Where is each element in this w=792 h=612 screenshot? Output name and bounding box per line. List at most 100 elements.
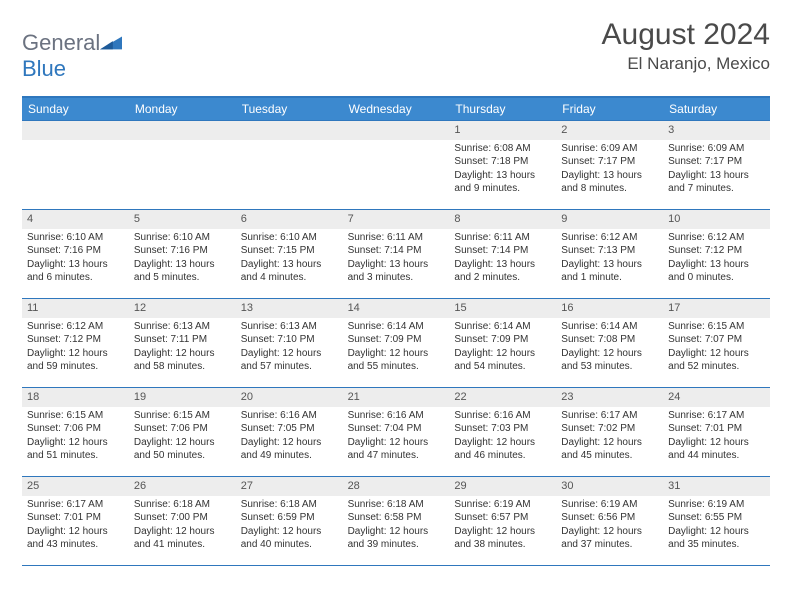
day-body: Sunrise: 6:19 AMSunset: 6:57 PMDaylight:…: [449, 496, 556, 556]
day-body: Sunrise: 6:14 AMSunset: 7:09 PMDaylight:…: [449, 318, 556, 378]
daylight-text: Daylight: 12 hours and 44 minutes.: [668, 436, 765, 463]
sunrise-text: Sunrise: 6:19 AM: [561, 498, 658, 512]
day-cell: 7Sunrise: 6:11 AMSunset: 7:14 PMDaylight…: [343, 210, 450, 298]
sunset-text: Sunset: 7:02 PM: [561, 422, 658, 436]
day-number: 18: [22, 388, 129, 407]
location-label: El Naranjo, Mexico: [602, 54, 770, 74]
day-cell: [22, 121, 129, 209]
sunrise-text: Sunrise: 6:12 AM: [27, 320, 124, 334]
daylight-text: Daylight: 12 hours and 38 minutes.: [454, 525, 551, 552]
logo-word1: General: [22, 30, 100, 55]
day-cell: 16Sunrise: 6:14 AMSunset: 7:08 PMDayligh…: [556, 299, 663, 387]
day-number: 3: [663, 121, 770, 140]
logo-text: General Blue: [22, 30, 122, 82]
sunset-text: Sunset: 7:05 PM: [241, 422, 338, 436]
logo: General Blue: [22, 18, 122, 82]
day-cell: 24Sunrise: 6:17 AMSunset: 7:01 PMDayligh…: [663, 388, 770, 476]
day-cell: [236, 121, 343, 209]
day-number: [129, 121, 236, 140]
sunrise-text: Sunrise: 6:17 AM: [668, 409, 765, 423]
weekday-wednesday: Wednesday: [343, 98, 450, 120]
daylight-text: Daylight: 12 hours and 45 minutes.: [561, 436, 658, 463]
sunset-text: Sunset: 7:18 PM: [454, 155, 551, 169]
weekday-thursday: Thursday: [449, 98, 556, 120]
sunset-text: Sunset: 7:12 PM: [668, 244, 765, 258]
day-cell: 15Sunrise: 6:14 AMSunset: 7:09 PMDayligh…: [449, 299, 556, 387]
day-number: 20: [236, 388, 343, 407]
logo-word2: Blue: [22, 56, 66, 81]
daylight-text: Daylight: 13 hours and 7 minutes.: [668, 169, 765, 196]
day-body: Sunrise: 6:12 AMSunset: 7:12 PMDaylight:…: [663, 229, 770, 289]
sunrise-text: Sunrise: 6:09 AM: [561, 142, 658, 156]
daylight-text: Daylight: 12 hours and 59 minutes.: [27, 347, 124, 374]
day-cell: [129, 121, 236, 209]
daylight-text: Daylight: 12 hours and 57 minutes.: [241, 347, 338, 374]
day-cell: 17Sunrise: 6:15 AMSunset: 7:07 PMDayligh…: [663, 299, 770, 387]
sunset-text: Sunset: 7:14 PM: [454, 244, 551, 258]
day-body: Sunrise: 6:15 AMSunset: 7:06 PMDaylight:…: [22, 407, 129, 467]
daylight-text: Daylight: 12 hours and 51 minutes.: [27, 436, 124, 463]
daylight-text: Daylight: 12 hours and 54 minutes.: [454, 347, 551, 374]
day-cell: 1Sunrise: 6:08 AMSunset: 7:18 PMDaylight…: [449, 121, 556, 209]
sunrise-text: Sunrise: 6:14 AM: [454, 320, 551, 334]
day-body: Sunrise: 6:16 AMSunset: 7:04 PMDaylight:…: [343, 407, 450, 467]
daylight-text: Daylight: 12 hours and 47 minutes.: [348, 436, 445, 463]
day-cell: 3Sunrise: 6:09 AMSunset: 7:17 PMDaylight…: [663, 121, 770, 209]
day-body: Sunrise: 6:10 AMSunset: 7:16 PMDaylight:…: [22, 229, 129, 289]
day-body: Sunrise: 6:19 AMSunset: 6:55 PMDaylight:…: [663, 496, 770, 556]
sunrise-text: Sunrise: 6:12 AM: [668, 231, 765, 245]
day-cell: [343, 121, 450, 209]
sunrise-text: Sunrise: 6:12 AM: [561, 231, 658, 245]
daylight-text: Daylight: 12 hours and 43 minutes.: [27, 525, 124, 552]
weekday-tuesday: Tuesday: [236, 98, 343, 120]
daylight-text: Daylight: 13 hours and 5 minutes.: [134, 258, 231, 285]
sunrise-text: Sunrise: 6:13 AM: [241, 320, 338, 334]
sunset-text: Sunset: 6:58 PM: [348, 511, 445, 525]
sunrise-text: Sunrise: 6:08 AM: [454, 142, 551, 156]
sunrise-text: Sunrise: 6:15 AM: [134, 409, 231, 423]
daylight-text: Daylight: 13 hours and 6 minutes.: [27, 258, 124, 285]
day-number: 23: [556, 388, 663, 407]
day-number: 10: [663, 210, 770, 229]
sunrise-text: Sunrise: 6:16 AM: [454, 409, 551, 423]
sunset-text: Sunset: 6:55 PM: [668, 511, 765, 525]
sunrise-text: Sunrise: 6:11 AM: [454, 231, 551, 245]
day-number: 4: [22, 210, 129, 229]
day-number: 5: [129, 210, 236, 229]
sunrise-text: Sunrise: 6:18 AM: [348, 498, 445, 512]
daylight-text: Daylight: 13 hours and 8 minutes.: [561, 169, 658, 196]
weekday-sunday: Sunday: [22, 98, 129, 120]
day-number: 15: [449, 299, 556, 318]
day-cell: 13Sunrise: 6:13 AMSunset: 7:10 PMDayligh…: [236, 299, 343, 387]
sunset-text: Sunset: 7:16 PM: [27, 244, 124, 258]
day-number: 26: [129, 477, 236, 496]
sunset-text: Sunset: 7:09 PM: [348, 333, 445, 347]
day-body: Sunrise: 6:09 AMSunset: 7:17 PMDaylight:…: [663, 140, 770, 200]
day-number: [236, 121, 343, 140]
day-cell: 8Sunrise: 6:11 AMSunset: 7:14 PMDaylight…: [449, 210, 556, 298]
day-body: Sunrise: 6:14 AMSunset: 7:09 PMDaylight:…: [343, 318, 450, 378]
day-number: 17: [663, 299, 770, 318]
day-cell: 18Sunrise: 6:15 AMSunset: 7:06 PMDayligh…: [22, 388, 129, 476]
sunset-text: Sunset: 7:11 PM: [134, 333, 231, 347]
sunrise-text: Sunrise: 6:14 AM: [348, 320, 445, 334]
day-body: Sunrise: 6:13 AMSunset: 7:11 PMDaylight:…: [129, 318, 236, 378]
day-body: Sunrise: 6:10 AMSunset: 7:16 PMDaylight:…: [129, 229, 236, 289]
day-cell: 19Sunrise: 6:15 AMSunset: 7:06 PMDayligh…: [129, 388, 236, 476]
day-number: 9: [556, 210, 663, 229]
sunrise-text: Sunrise: 6:10 AM: [241, 231, 338, 245]
sunset-text: Sunset: 7:01 PM: [27, 511, 124, 525]
sunset-text: Sunset: 7:08 PM: [561, 333, 658, 347]
daylight-text: Daylight: 13 hours and 4 minutes.: [241, 258, 338, 285]
daylight-text: Daylight: 12 hours and 35 minutes.: [668, 525, 765, 552]
day-number: 30: [556, 477, 663, 496]
day-body: Sunrise: 6:15 AMSunset: 7:06 PMDaylight:…: [129, 407, 236, 467]
daylight-text: Daylight: 13 hours and 2 minutes.: [454, 258, 551, 285]
day-cell: 4Sunrise: 6:10 AMSunset: 7:16 PMDaylight…: [22, 210, 129, 298]
sunrise-text: Sunrise: 6:19 AM: [454, 498, 551, 512]
day-cell: 9Sunrise: 6:12 AMSunset: 7:13 PMDaylight…: [556, 210, 663, 298]
day-number: 27: [236, 477, 343, 496]
daylight-text: Daylight: 12 hours and 58 minutes.: [134, 347, 231, 374]
day-body: Sunrise: 6:18 AMSunset: 7:00 PMDaylight:…: [129, 496, 236, 556]
day-number: 24: [663, 388, 770, 407]
